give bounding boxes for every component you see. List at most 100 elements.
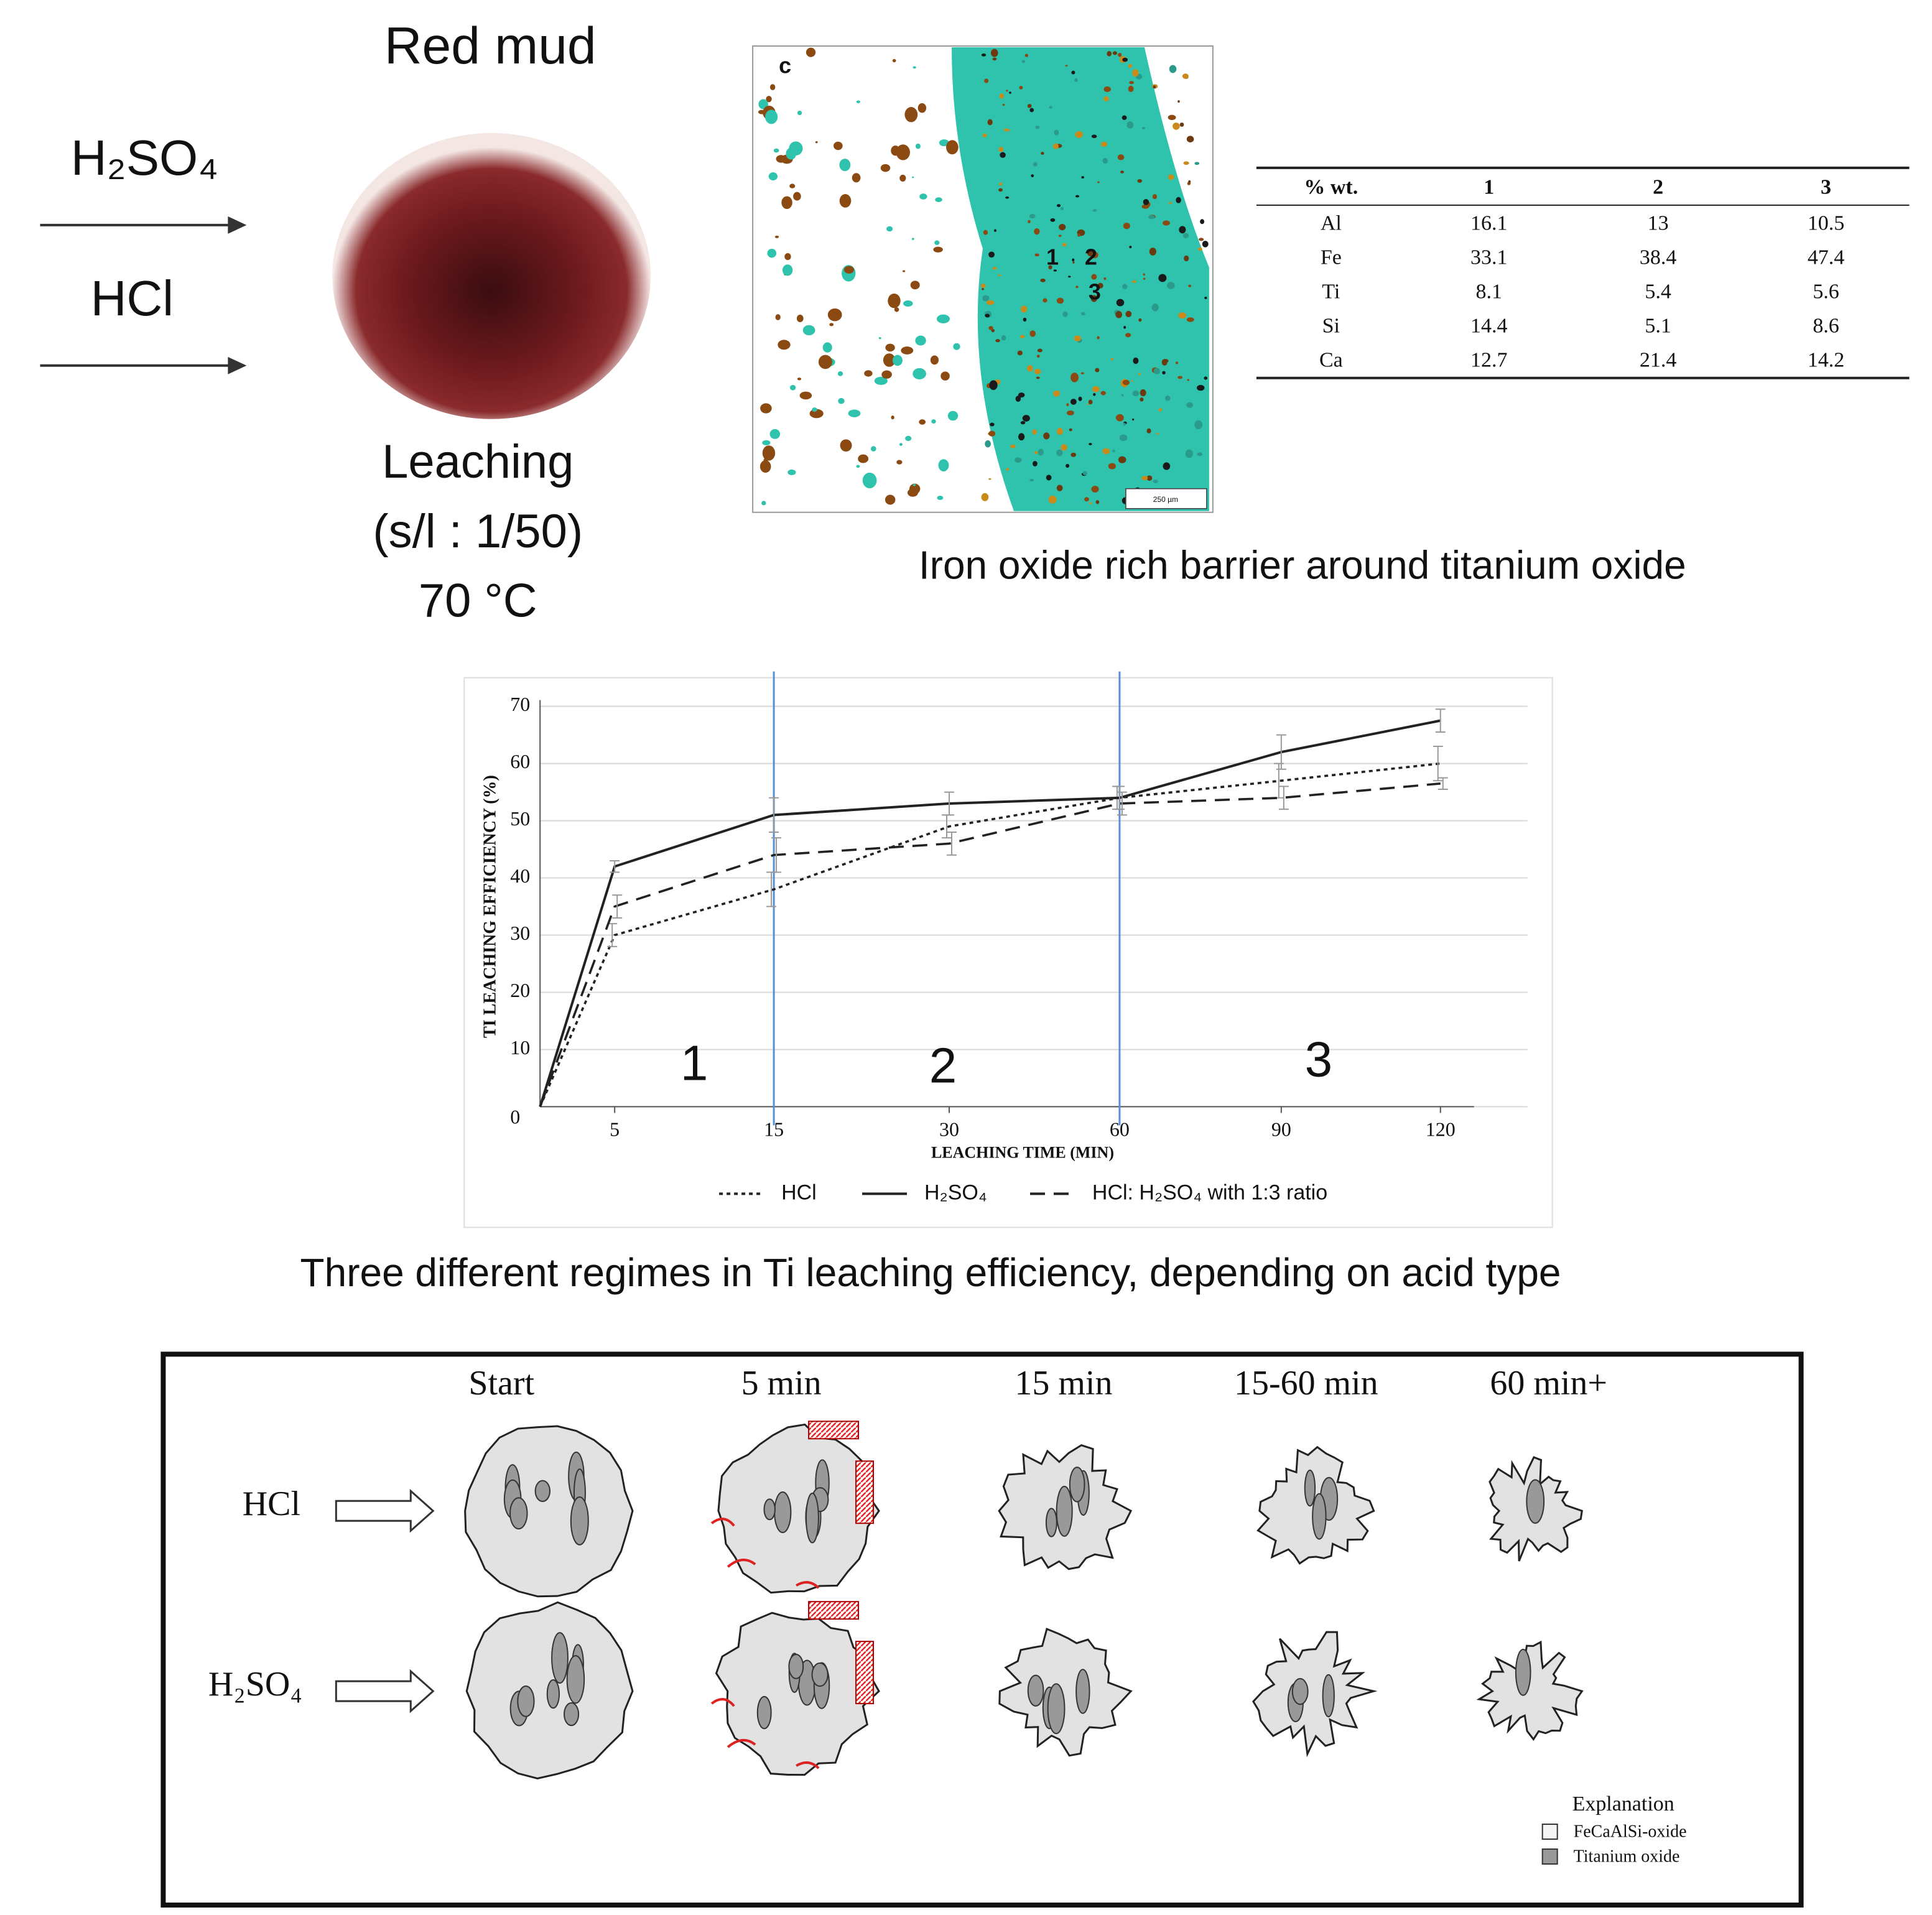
red-mud-photo: [332, 132, 651, 419]
particle: [1143, 273, 1145, 276]
particle: [913, 484, 916, 486]
titanium-inclusion: [1047, 1683, 1066, 1735]
iron-rim: [710, 1518, 820, 1589]
particle: [822, 342, 832, 353]
particle: [1043, 298, 1047, 303]
table-cell: 5.6: [1813, 281, 1839, 304]
particle: [1090, 295, 1097, 302]
titanium-inclusion: [1304, 1469, 1316, 1507]
particle: [1089, 502, 1092, 504]
x-axis-label: LEACHING TIME (MIN): [931, 1143, 1114, 1161]
iron-barrier: [808, 1601, 860, 1620]
particle: [1122, 379, 1130, 386]
particle: [1066, 463, 1070, 468]
legend-label: HCl: H₂SO₄ with 1:3 ratio: [1092, 1180, 1327, 1204]
particle: [1024, 53, 1029, 57]
titanium-inclusion: [564, 1702, 580, 1727]
acid-label: HCl: [91, 271, 174, 326]
particle: [1151, 304, 1159, 312]
particle: [1029, 330, 1036, 337]
particle: [1138, 373, 1141, 376]
titanium-inclusion: [570, 1496, 589, 1546]
titanium-inclusion: [1075, 1669, 1090, 1714]
particle: [992, 267, 997, 270]
particle: [1001, 335, 1006, 341]
particle: [999, 93, 1005, 99]
particle: [885, 494, 896, 505]
particle: [1002, 103, 1005, 106]
titanium-inclusion: [774, 1491, 792, 1534]
particle: [1056, 427, 1063, 435]
particle: [988, 478, 992, 480]
scale-bar: [1125, 488, 1207, 509]
iron-barrier: [855, 1641, 875, 1705]
particle: [1153, 368, 1161, 374]
particle: [1197, 248, 1202, 251]
y-tick-label: 40: [510, 865, 530, 887]
particle: [990, 422, 995, 427]
condition: 70 °C: [419, 575, 537, 628]
particle: [1107, 51, 1112, 57]
particle: [1069, 428, 1072, 432]
particle: [1182, 73, 1189, 79]
micrograph: [752, 45, 1214, 513]
particle: [1075, 285, 1079, 289]
particle: [1070, 373, 1079, 383]
particle: [1072, 261, 1075, 264]
particle: [818, 355, 832, 369]
particle: [1053, 269, 1057, 272]
particle: [1004, 128, 1008, 132]
particle: [1006, 468, 1009, 471]
table-cell: Ca: [1319, 349, 1343, 372]
particle: [915, 335, 926, 346]
particle: [1132, 418, 1135, 421]
particle: [896, 144, 910, 160]
particle: [1131, 380, 1133, 382]
particle: [1132, 280, 1136, 283]
particle: [806, 47, 816, 57]
particle: [1097, 181, 1100, 183]
particle: [1035, 126, 1040, 129]
particle: [1103, 96, 1109, 102]
error-bar: [771, 837, 782, 873]
particle: [911, 238, 914, 240]
table-header: 3: [1821, 176, 1831, 199]
particle: [1169, 65, 1177, 73]
particle: [1022, 415, 1030, 422]
schematic: Start 5 min 15 min 15-60 min 60 min+ HCl H₂SO₄…: [160, 1352, 1804, 1908]
particle: [1110, 358, 1114, 361]
titanium-inclusion: [566, 1655, 585, 1704]
particle: [797, 110, 802, 116]
particle: [1037, 348, 1043, 353]
particle: [1128, 85, 1134, 92]
y-tick-label: 70: [510, 693, 530, 715]
particle: [1158, 274, 1167, 282]
particle: [919, 419, 926, 425]
particle: [1029, 478, 1034, 482]
particle: [990, 49, 998, 57]
regime-label: 3: [1305, 1032, 1332, 1087]
particle: [1084, 497, 1089, 502]
particle: [1072, 258, 1075, 262]
particle: [1115, 311, 1123, 318]
legend-swatch: [1541, 1824, 1558, 1840]
particle: [892, 355, 903, 366]
particle: [1168, 114, 1176, 121]
particle: [899, 443, 903, 446]
particle: [787, 469, 796, 475]
particle: [1143, 277, 1146, 280]
point-label: 2: [1085, 244, 1097, 269]
table-cell: 16.1: [1470, 212, 1507, 235]
particle: [1000, 152, 1006, 158]
particle: [1074, 335, 1081, 341]
particle: [1056, 204, 1061, 207]
titanium-inclusion: [1069, 1467, 1085, 1503]
stage-label: Start: [468, 1364, 534, 1403]
particle: [1146, 475, 1153, 481]
particle: [784, 253, 791, 261]
particle: [1163, 359, 1169, 363]
particle: [1168, 202, 1172, 205]
particle: [907, 488, 918, 497]
series-line: [539, 762, 1441, 1108]
x-tick-label: 30: [939, 1119, 959, 1141]
